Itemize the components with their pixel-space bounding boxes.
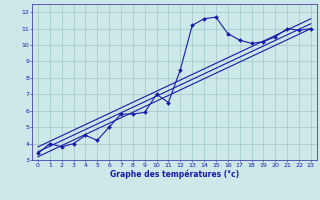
- X-axis label: Graphe des températures (°c): Graphe des températures (°c): [110, 169, 239, 179]
